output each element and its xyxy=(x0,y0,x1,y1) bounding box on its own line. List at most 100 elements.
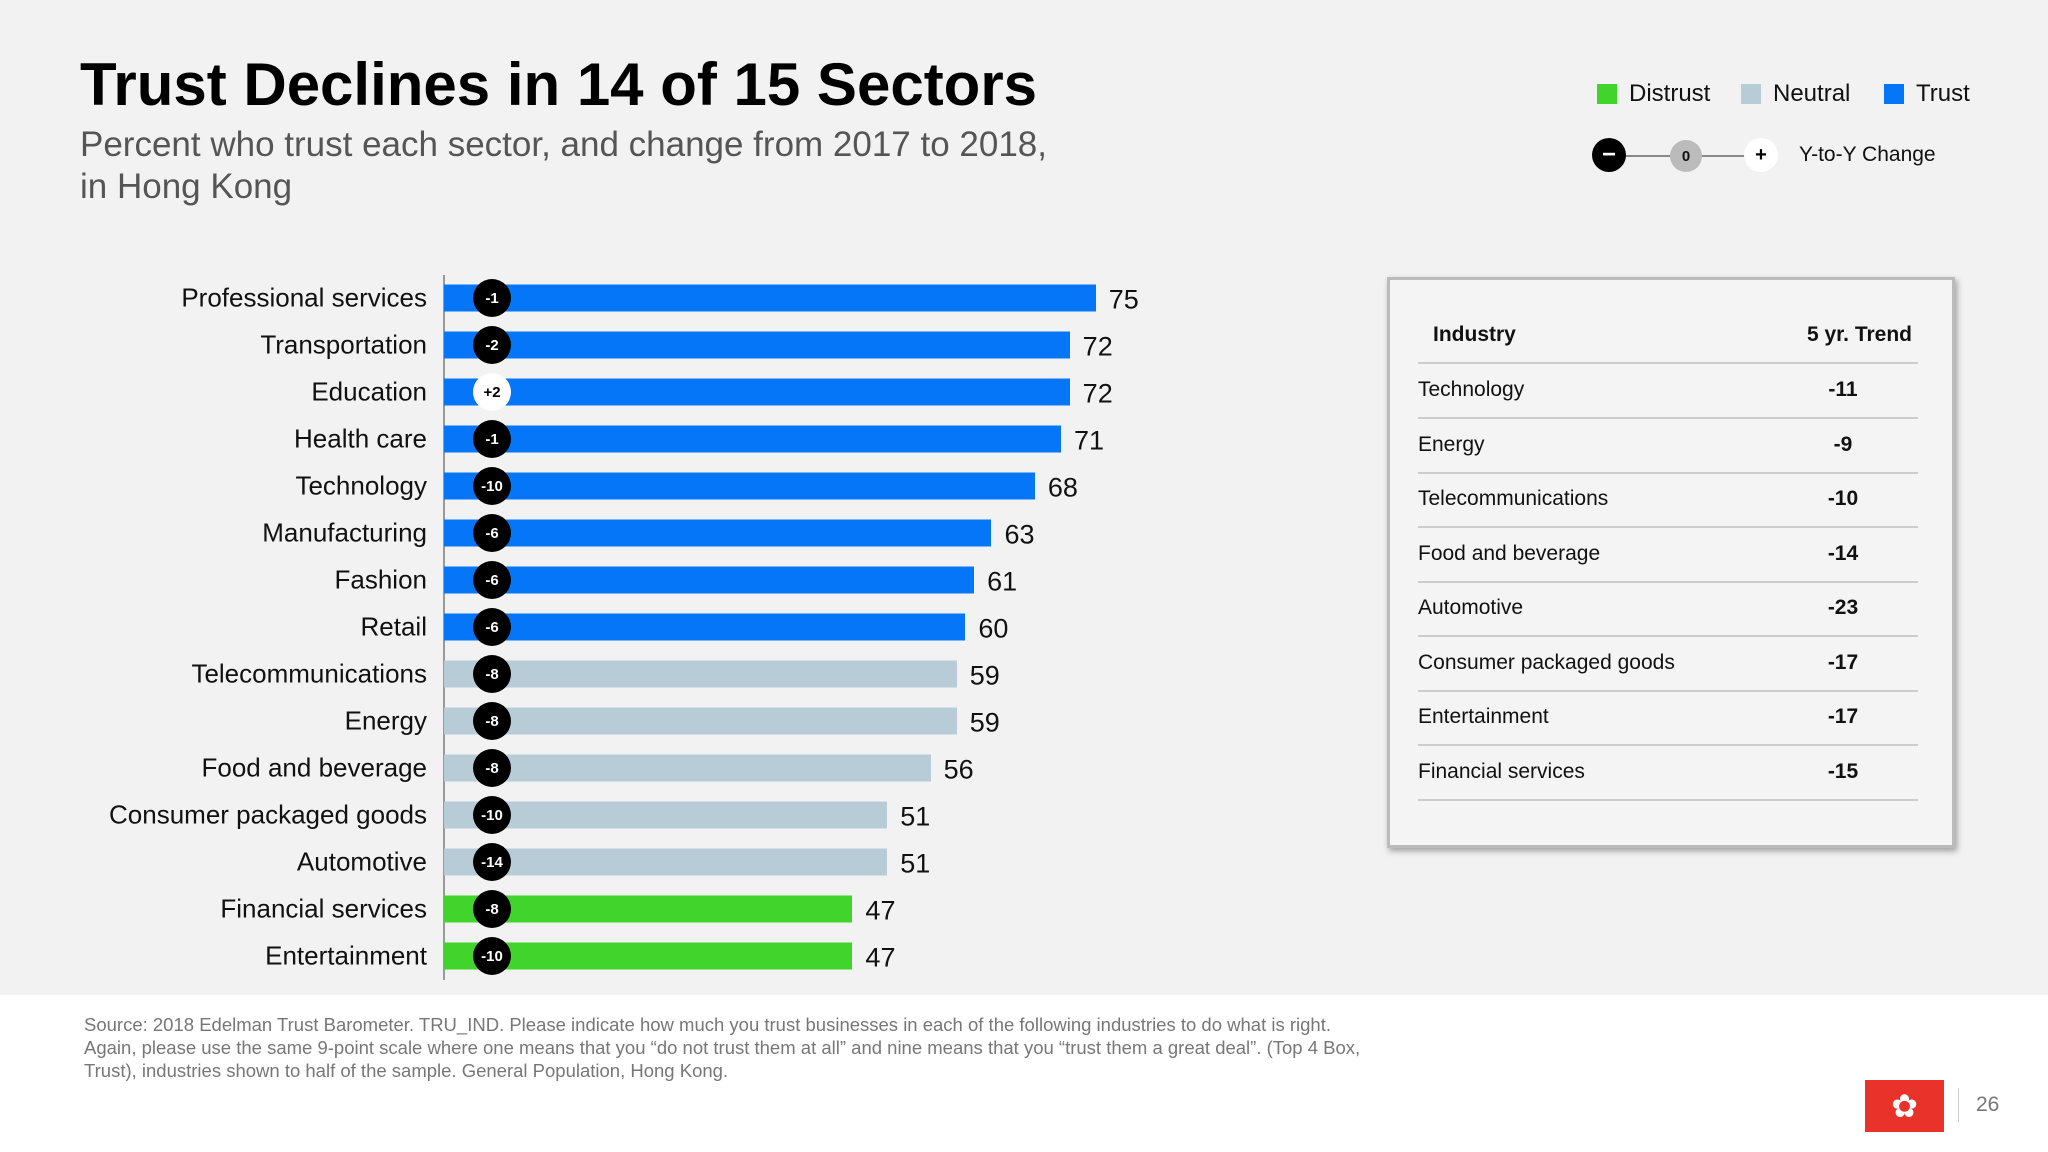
value-label: 60 xyxy=(978,613,1009,644)
change-chip: -8 xyxy=(473,890,511,928)
category-label: Professional services xyxy=(181,282,427,313)
change-chip: -2 xyxy=(473,326,511,364)
trend-table: Industry 5 yr. Trend Technology -11 Energy… xyxy=(1387,277,1955,848)
legend-label: Trust xyxy=(1916,80,1970,107)
change-chip: -1 xyxy=(473,279,511,317)
value-label: 63 xyxy=(1004,519,1035,550)
value-label: 56 xyxy=(943,754,974,785)
bar xyxy=(444,331,1070,359)
footer xyxy=(0,995,2048,1152)
bar xyxy=(444,660,957,688)
change-chip: -14 xyxy=(473,843,511,881)
category-label: Consumer packaged goods xyxy=(109,799,427,830)
bar xyxy=(444,707,957,735)
bar xyxy=(444,378,1070,406)
value-label: 75 xyxy=(1108,284,1139,315)
industry-name: Consumer packaged goods xyxy=(1418,650,1675,674)
bar xyxy=(444,895,853,923)
minus-chip: − xyxy=(1592,138,1626,172)
value-label: 68 xyxy=(1047,472,1078,503)
header-trend: 5 yr. Trend xyxy=(1806,323,1912,346)
trend-value: -17 xyxy=(1827,705,1859,728)
value-label: 59 xyxy=(969,707,1000,738)
bar xyxy=(444,566,975,594)
category-label: Telecommunications xyxy=(191,658,427,689)
trend-value: -23 xyxy=(1827,596,1859,619)
bar xyxy=(444,472,1035,500)
table-row: Automotive -23 xyxy=(1418,581,1918,637)
page-subtitle: Percent who trust each sector, and chang… xyxy=(80,125,1047,206)
category-label: Health care xyxy=(294,423,427,454)
category-label: Transportation xyxy=(260,329,427,360)
bar xyxy=(444,801,888,829)
zero-chip: 0 xyxy=(1670,140,1702,172)
value-label: 72 xyxy=(1082,331,1113,362)
legend-distrust: Distrust xyxy=(1597,80,1710,108)
table-row: Consumer packaged goods -17 xyxy=(1418,636,1918,692)
value-label: 59 xyxy=(969,660,1000,691)
category-label: Automotive xyxy=(296,846,427,877)
table-header: Industry 5 yr. Trend xyxy=(1418,308,1918,364)
industry-name: Food and beverage xyxy=(1418,541,1601,565)
table-row: Technology -11 xyxy=(1418,363,1918,419)
plus-chip: + xyxy=(1744,138,1778,172)
category-label: Financial services xyxy=(220,893,427,924)
legend-swatch xyxy=(1884,84,1904,104)
value-label: 47 xyxy=(865,942,896,973)
industry-name: Energy xyxy=(1418,432,1485,456)
hong-kong-flag-icon: ✿ xyxy=(1865,1080,1944,1132)
change-chip: -8 xyxy=(473,749,511,787)
industry-name: Telecommunications xyxy=(1418,487,1609,510)
category-label: Food and beverage xyxy=(201,752,427,783)
category-label: Education xyxy=(311,376,427,407)
legend-label: Neutral xyxy=(1773,80,1851,107)
value-label: 72 xyxy=(1082,378,1113,409)
change-chip: +2 xyxy=(473,373,511,411)
table-row: Telecommunications -10 xyxy=(1418,472,1918,528)
value-label: 71 xyxy=(1073,425,1105,456)
change-chip: -10 xyxy=(473,796,511,834)
value-label: 51 xyxy=(900,848,931,879)
divider xyxy=(1958,1088,1959,1122)
table-row: Financial services -15 xyxy=(1418,745,1918,801)
value-label: 61 xyxy=(987,566,1018,597)
bar xyxy=(444,848,888,876)
table-row: Food and beverage -14 xyxy=(1418,527,1918,583)
trend-value: -11 xyxy=(1828,378,1858,401)
page-title: Trust Declines in 14 of 15 Sectors xyxy=(80,51,1038,118)
change-chip: -1 xyxy=(473,420,511,458)
change-chip: -10 xyxy=(473,937,511,975)
change-chip: -6 xyxy=(473,514,511,552)
value-label: 51 xyxy=(900,801,931,832)
table-row: Energy -9 xyxy=(1418,418,1918,474)
trend-value: -10 xyxy=(1827,487,1859,510)
source-note: Source: 2018 Edelman Trust Barometer. TR… xyxy=(84,1014,1361,1081)
change-chip: -6 xyxy=(473,561,511,599)
industry-name: Entertainment xyxy=(1418,705,1549,728)
change-chip: -10 xyxy=(473,467,511,505)
trend-value: -9 xyxy=(1833,432,1853,456)
industry-name: Automotive xyxy=(1418,596,1524,619)
change-chip: -8 xyxy=(473,655,511,693)
category-label: Entertainment xyxy=(265,940,427,971)
bar xyxy=(444,613,966,641)
change-label: Y-to-Y Change xyxy=(1799,143,1936,166)
change-chip: -8 xyxy=(473,702,511,740)
category-label: Energy xyxy=(344,705,427,736)
bar xyxy=(444,754,931,782)
bar xyxy=(444,425,1061,453)
category-label: Retail xyxy=(360,611,427,642)
header-industry: Industry xyxy=(1433,323,1516,346)
bar xyxy=(444,519,992,547)
page-number: 26 xyxy=(1976,1093,2000,1116)
category-label: Technology xyxy=(295,470,427,501)
legend-swatch xyxy=(1741,84,1761,104)
change-chip: -6 xyxy=(473,608,511,646)
category-label: Fashion xyxy=(334,564,428,595)
legend-trust: Trust xyxy=(1884,80,1970,108)
legend-swatch xyxy=(1597,84,1617,104)
industry-name: Technology xyxy=(1418,378,1525,401)
industry-name: Financial services xyxy=(1418,759,1585,783)
legend-label: Distrust xyxy=(1629,80,1711,107)
table-row: Entertainment -17 xyxy=(1418,690,1918,746)
